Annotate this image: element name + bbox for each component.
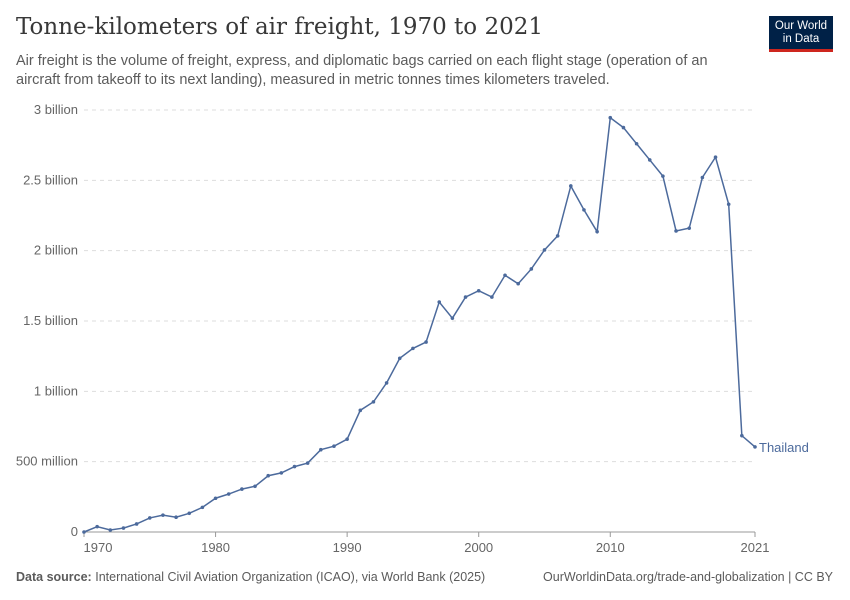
data-point [542,248,547,252]
y-tick-label: 1.5 billion [23,313,78,328]
y-tick-label: 2.5 billion [23,172,78,187]
data-point [687,226,692,230]
data-point [82,530,86,534]
data-point [226,492,231,496]
x-tick-label: 2021 [741,540,770,555]
data-point [279,471,284,475]
x-tick-label: 1970 [84,540,113,555]
data-point [753,445,757,449]
x-tick-label: 2000 [464,540,493,555]
data-point [450,316,455,320]
y-tick-label: 0 [71,524,78,539]
x-tick-label: 2010 [596,540,625,555]
source-text: International Civil Aviation Organizatio… [95,570,486,584]
data-point [358,408,363,413]
x-tick-label: 1980 [201,540,230,555]
data-point [187,511,192,516]
data-point [319,447,323,452]
data-point [476,288,481,293]
series-line [83,116,756,533]
data-point [490,295,494,299]
data-point [332,444,336,448]
data-point [292,464,297,469]
data-point [661,174,665,178]
data-point [582,208,586,212]
y-tick-label: 3 billion [34,102,78,117]
data-point [161,513,165,517]
data-point [634,141,639,146]
data-point [674,229,678,233]
chart-title: Tonne-kilometers of air freight, 1970 to… [16,14,543,40]
data-point [253,484,257,489]
data-point [424,340,428,344]
series-label: Thailand [759,440,809,455]
source-label: Data source: [16,570,92,584]
data-point [213,496,218,501]
data-point [503,273,507,278]
data-point [608,115,613,120]
chart-subtitle: Air freight is the volume of freight, ex… [16,53,708,88]
data-point [516,281,520,286]
data-point [647,158,652,162]
data-point [555,234,560,238]
data-point [200,505,205,510]
y-tick-label: 500 million [16,454,78,469]
data-point [305,461,310,465]
data-point [595,229,599,234]
data-point [437,300,442,304]
data-point [726,202,731,207]
data-point [174,515,178,520]
data-point [700,175,705,180]
data-point [740,433,744,438]
data-point [108,528,113,532]
y-tick-label: 2 billion [34,243,78,258]
x-tick-label: 1990 [333,540,362,555]
data-point [147,516,152,520]
footer-link[interactable]: OurWorldinData.org/trade-and-globalizati… [543,570,833,584]
data-point [95,524,99,529]
data-point [384,381,389,385]
y-tick-label: 1 billion [34,383,78,398]
data-point [713,155,718,159]
data-point [397,356,402,361]
data-point [411,346,415,351]
data-point [569,184,573,188]
data-point [266,473,270,478]
data-point [345,437,349,441]
data-point [134,522,139,526]
data-source: Data source: International Civil Aviatio… [16,570,485,584]
owid-logo[interactable]: Our World in Data [769,16,833,52]
data-point [463,295,468,299]
data-point [529,267,534,271]
data-point [371,400,376,404]
data-point [240,487,244,491]
data-point [621,125,626,130]
data-point [121,526,126,530]
